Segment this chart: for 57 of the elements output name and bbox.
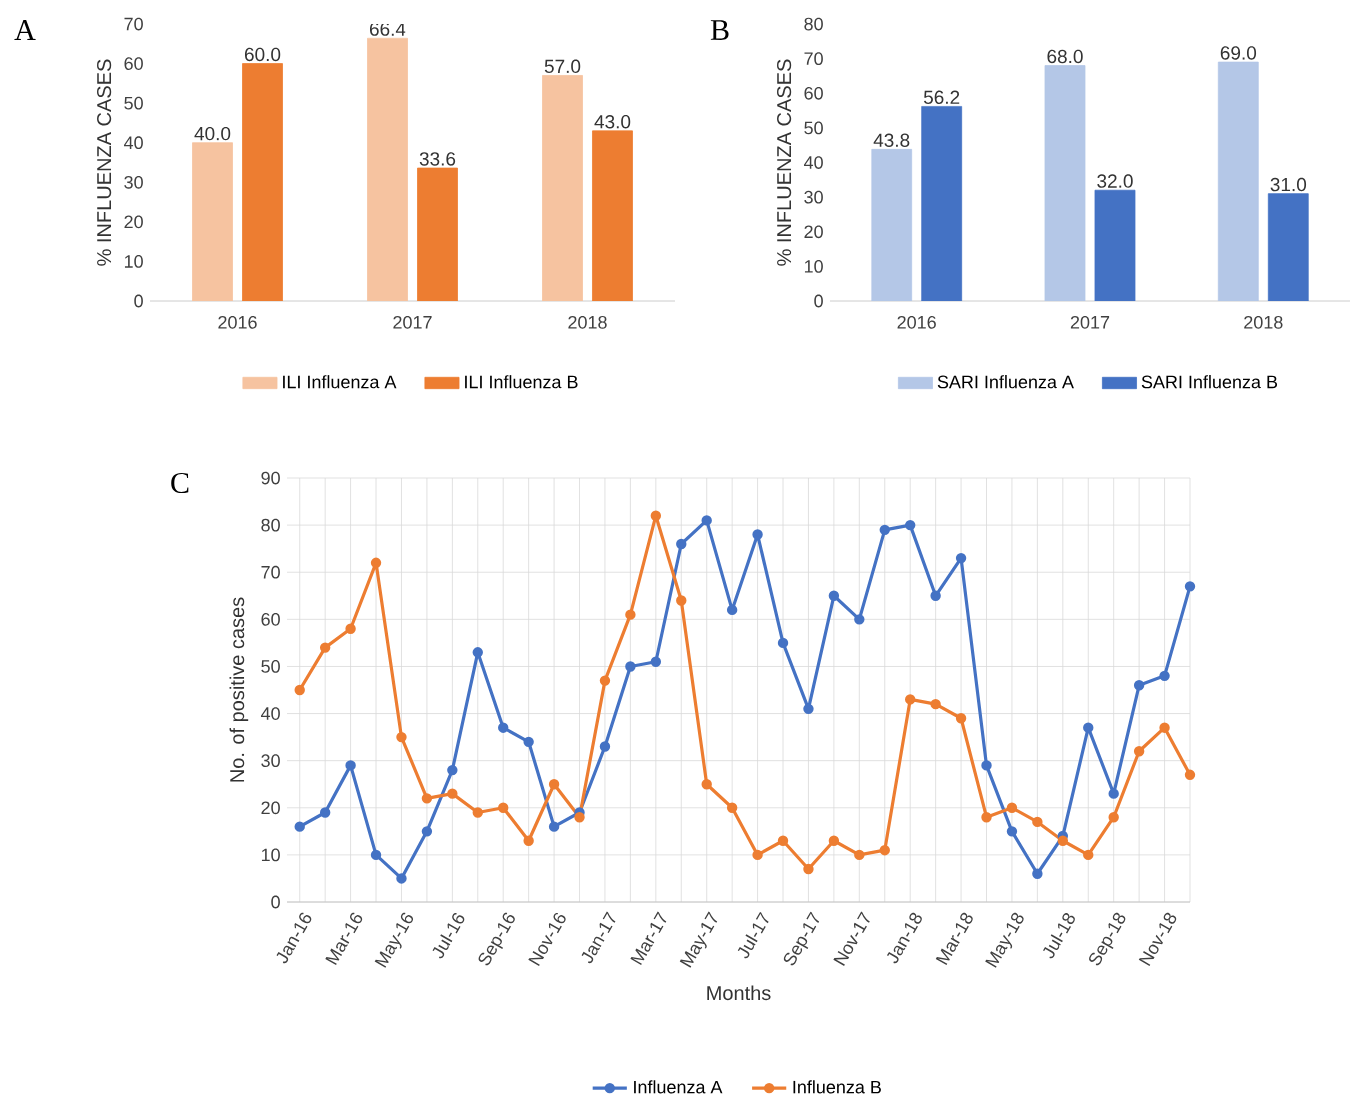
x-tick-label: 2018 xyxy=(568,315,607,329)
y-tick-label: 30 xyxy=(804,190,823,204)
y-tick-label: 40 xyxy=(260,707,280,720)
y-tick-label: 10 xyxy=(261,848,280,862)
y-tick-label: 50 xyxy=(804,121,823,135)
y-axis-title: % INFLUENZA CASES xyxy=(777,59,792,266)
y-tick-label: 90 xyxy=(261,471,280,485)
y-tick-label: 80 xyxy=(261,518,280,532)
y-tick-label: 70 xyxy=(261,565,280,579)
y-tick-label: 50 xyxy=(261,660,280,673)
y-tick-label: 20 xyxy=(261,801,280,815)
x-tick-label: 2017 xyxy=(1070,315,1110,329)
y-axis-title: No. of positive cases xyxy=(229,597,249,782)
y-tick-label: 60 xyxy=(261,612,280,626)
legend-label: ILI Influenza A xyxy=(283,375,397,389)
x-axis-title: Months xyxy=(707,985,771,1001)
data-label: 69.0 xyxy=(1220,46,1257,60)
y-tick-label: 10 xyxy=(804,260,823,273)
data-label: 43.0 xyxy=(594,115,631,129)
data-label: 31.0 xyxy=(1270,177,1307,192)
x-tick-label: 2017 xyxy=(393,315,432,329)
y-tick-label: 20 xyxy=(804,225,823,239)
y-tick-label: 60 xyxy=(124,57,143,70)
y-axis-title: % INFLUENZA CASES xyxy=(97,59,112,266)
y-tick-label: 40 xyxy=(123,136,143,150)
y-tick-label: 70 xyxy=(804,52,823,66)
data-label: 40.0 xyxy=(194,126,231,141)
chart-title: B xyxy=(710,20,729,40)
legend-label: ILI Influenza B xyxy=(465,375,578,389)
data-label: 56.2 xyxy=(923,90,960,105)
y-tick-label: 30 xyxy=(261,754,280,768)
legend-label: SARI Influenza A xyxy=(937,375,1074,389)
data-label: 33.6 xyxy=(419,152,456,166)
y-tick-label: 70 xyxy=(124,17,143,31)
y-tick-label: 80 xyxy=(804,17,823,31)
chart-title: A xyxy=(14,20,36,40)
x-tick-label: 2016 xyxy=(897,315,936,329)
y-tick-label: 60 xyxy=(804,86,823,100)
y-tick-label: 0 xyxy=(134,294,143,308)
x-tick-label: 2018 xyxy=(1244,315,1283,329)
legend-label: Influenza B xyxy=(793,1080,881,1094)
data-label: 43.8 xyxy=(873,133,910,147)
chart-title: C xyxy=(171,472,189,494)
data-label: 68.0 xyxy=(1047,49,1083,64)
y-tick-label: 10 xyxy=(124,255,143,268)
y-tick-label: 0 xyxy=(271,895,280,909)
data-label: 32.0 xyxy=(1097,174,1133,188)
y-tick-label: 30 xyxy=(124,175,143,189)
data-label: 57.0 xyxy=(544,59,581,74)
y-tick-label: 40 xyxy=(803,156,823,169)
data-label: 60.0 xyxy=(244,47,281,62)
legend-label: Influenza A xyxy=(634,1080,723,1094)
y-tick-label: 20 xyxy=(124,215,143,229)
x-tick-label: 2016 xyxy=(218,315,257,329)
legend-label: SARI Influenza B xyxy=(1141,375,1278,389)
y-tick-label: 50 xyxy=(124,96,143,110)
y-tick-label: 0 xyxy=(814,294,823,308)
